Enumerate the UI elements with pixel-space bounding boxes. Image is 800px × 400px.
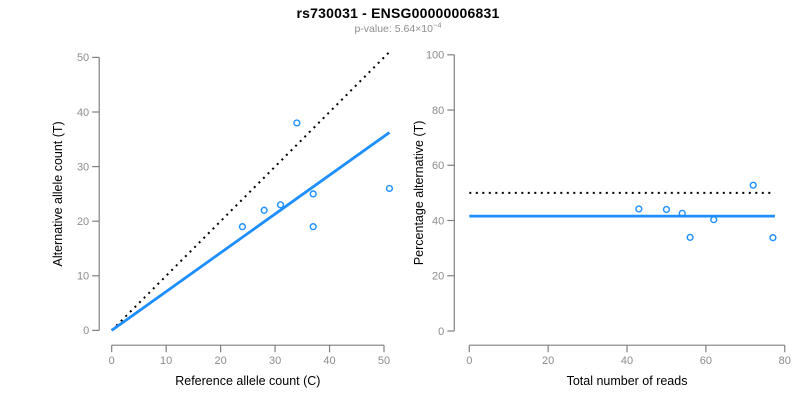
y-tick-label: 40 [432, 215, 444, 227]
data-point [260, 206, 268, 214]
regression-line [110, 131, 391, 332]
x-tick-label: 60 [700, 355, 712, 367]
y-tick-label: 60 [432, 160, 444, 172]
allele-count-scatter: 0 10 20 30 40 50 0 10 20 30 40 50 Reference allele c… [51, 51, 394, 388]
data-point [710, 216, 718, 224]
data-point [385, 184, 394, 193]
y-tick-label: 20 [77, 216, 89, 228]
x-tick-label: 20 [214, 355, 226, 367]
data-point [678, 209, 686, 217]
percentage-scatter: 0 20 40 60 80 100 0 20 40 60 80 Total number of rea… [412, 50, 791, 388]
x-tick-label: 0 [109, 355, 115, 367]
x-axis-title: Reference allele count (C) [175, 374, 320, 388]
data-point [662, 205, 671, 214]
x-tick-label: 10 [160, 355, 172, 367]
y-axis-title: Alternative allele count (T) [51, 121, 65, 266]
y-tick-label: 10 [77, 271, 89, 283]
x-tick-label: 50 [378, 355, 390, 367]
x-tick-label: 0 [466, 355, 472, 367]
data-point [309, 223, 317, 231]
data-point [769, 234, 777, 242]
y-tick-label: 0 [438, 326, 444, 338]
data-point [276, 201, 285, 209]
data-point [309, 190, 317, 198]
x-tick-label: 20 [542, 355, 554, 367]
y-tick-label: 50 [77, 52, 89, 64]
identity-line [110, 51, 391, 332]
y-tick-label: 40 [77, 107, 89, 119]
y-tick-label: 30 [77, 161, 89, 173]
y-tick-label: 0 [83, 325, 89, 337]
y-tick-label: 100 [426, 50, 444, 62]
x-tick-label: 80 [779, 355, 791, 367]
x-axis-title: Total number of reads [567, 374, 688, 388]
data-point [635, 205, 643, 213]
data-point [749, 181, 757, 189]
y-axis-title: Percentage alternative (T) [412, 121, 426, 266]
x-tick-label: 30 [269, 355, 281, 367]
x-tick-label: 40 [323, 355, 335, 367]
data-point [686, 233, 694, 241]
data-point [238, 223, 247, 231]
data-point [293, 119, 301, 127]
y-tick-label: 20 [432, 271, 444, 283]
x-tick-label: 40 [621, 355, 633, 367]
y-tick-label: 80 [432, 105, 444, 117]
